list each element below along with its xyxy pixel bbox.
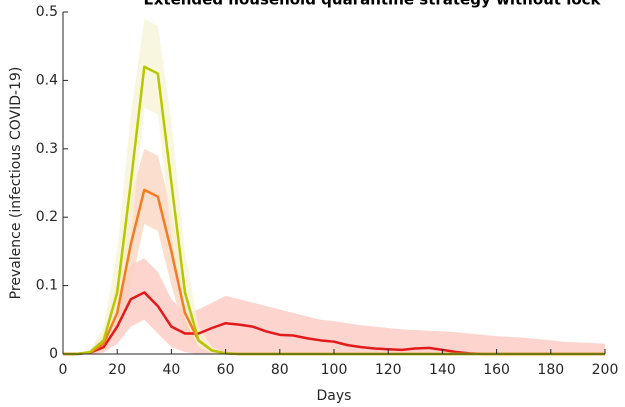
x-axis-label: Days: [317, 388, 352, 404]
x-tick-label: 200: [592, 362, 619, 378]
x-tick-label: 180: [537, 362, 564, 378]
y-tick-label: 0: [49, 346, 58, 362]
x-tick-label: 120: [375, 362, 402, 378]
y-tick-label: 0.2: [36, 209, 58, 225]
chart-title: Extended household quarantine strategy w…: [143, 0, 601, 9]
y-tick-label: 0.4: [36, 72, 58, 88]
x-tick-label: 20: [108, 362, 126, 378]
x-tick-label: 100: [321, 362, 348, 378]
x-tick-label: 60: [217, 362, 235, 378]
y-tick-label: 0.1: [36, 278, 58, 294]
x-tick-label: 80: [271, 362, 289, 378]
x-tick-label: 40: [162, 362, 180, 378]
x-tick-label: 140: [429, 362, 456, 378]
y-axis-label: Prevalence (infectious COVID-19): [8, 67, 24, 300]
x-tick-label: 160: [483, 362, 510, 378]
confidence-band: [63, 258, 605, 354]
x-tick-label: 0: [59, 362, 68, 378]
y-tick-label: 0.5: [36, 4, 58, 20]
y-tick-label: 0.3: [36, 141, 58, 157]
